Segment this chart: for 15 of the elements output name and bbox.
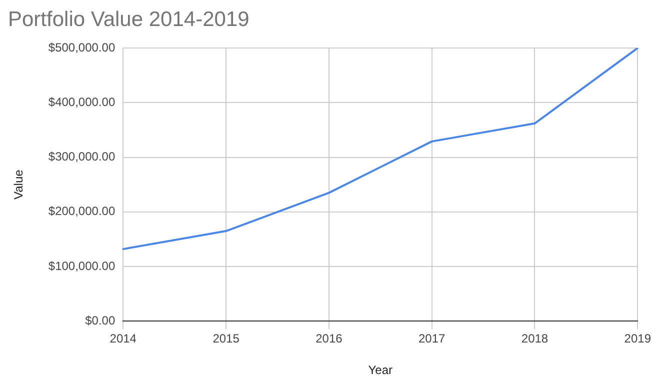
y-tick-label: $300,000.00 [48,150,116,164]
y-tick-label: $400,000.00 [48,94,116,109]
y-tick-label: $500,000.00 [48,40,116,54]
x-tick-label: 2015 [212,332,240,346]
x-tick-label: 2017 [418,332,446,346]
x-tick-label: 2019 [624,332,652,346]
x-axis-title: Year [368,363,393,378]
x-tick-label: 2016 [316,332,343,346]
y-tick-label: $200,000.00 [48,204,116,218]
chart-title: Portfolio Value 2014-2019 [8,8,250,32]
x-tick-label: 2018 [521,332,548,346]
y-tick-label: $0.00 [85,314,116,328]
x-tick-label: 2014 [110,332,137,346]
y-axis-title: Value [12,169,26,200]
y-tick-label: $100,000.00 [48,258,116,273]
